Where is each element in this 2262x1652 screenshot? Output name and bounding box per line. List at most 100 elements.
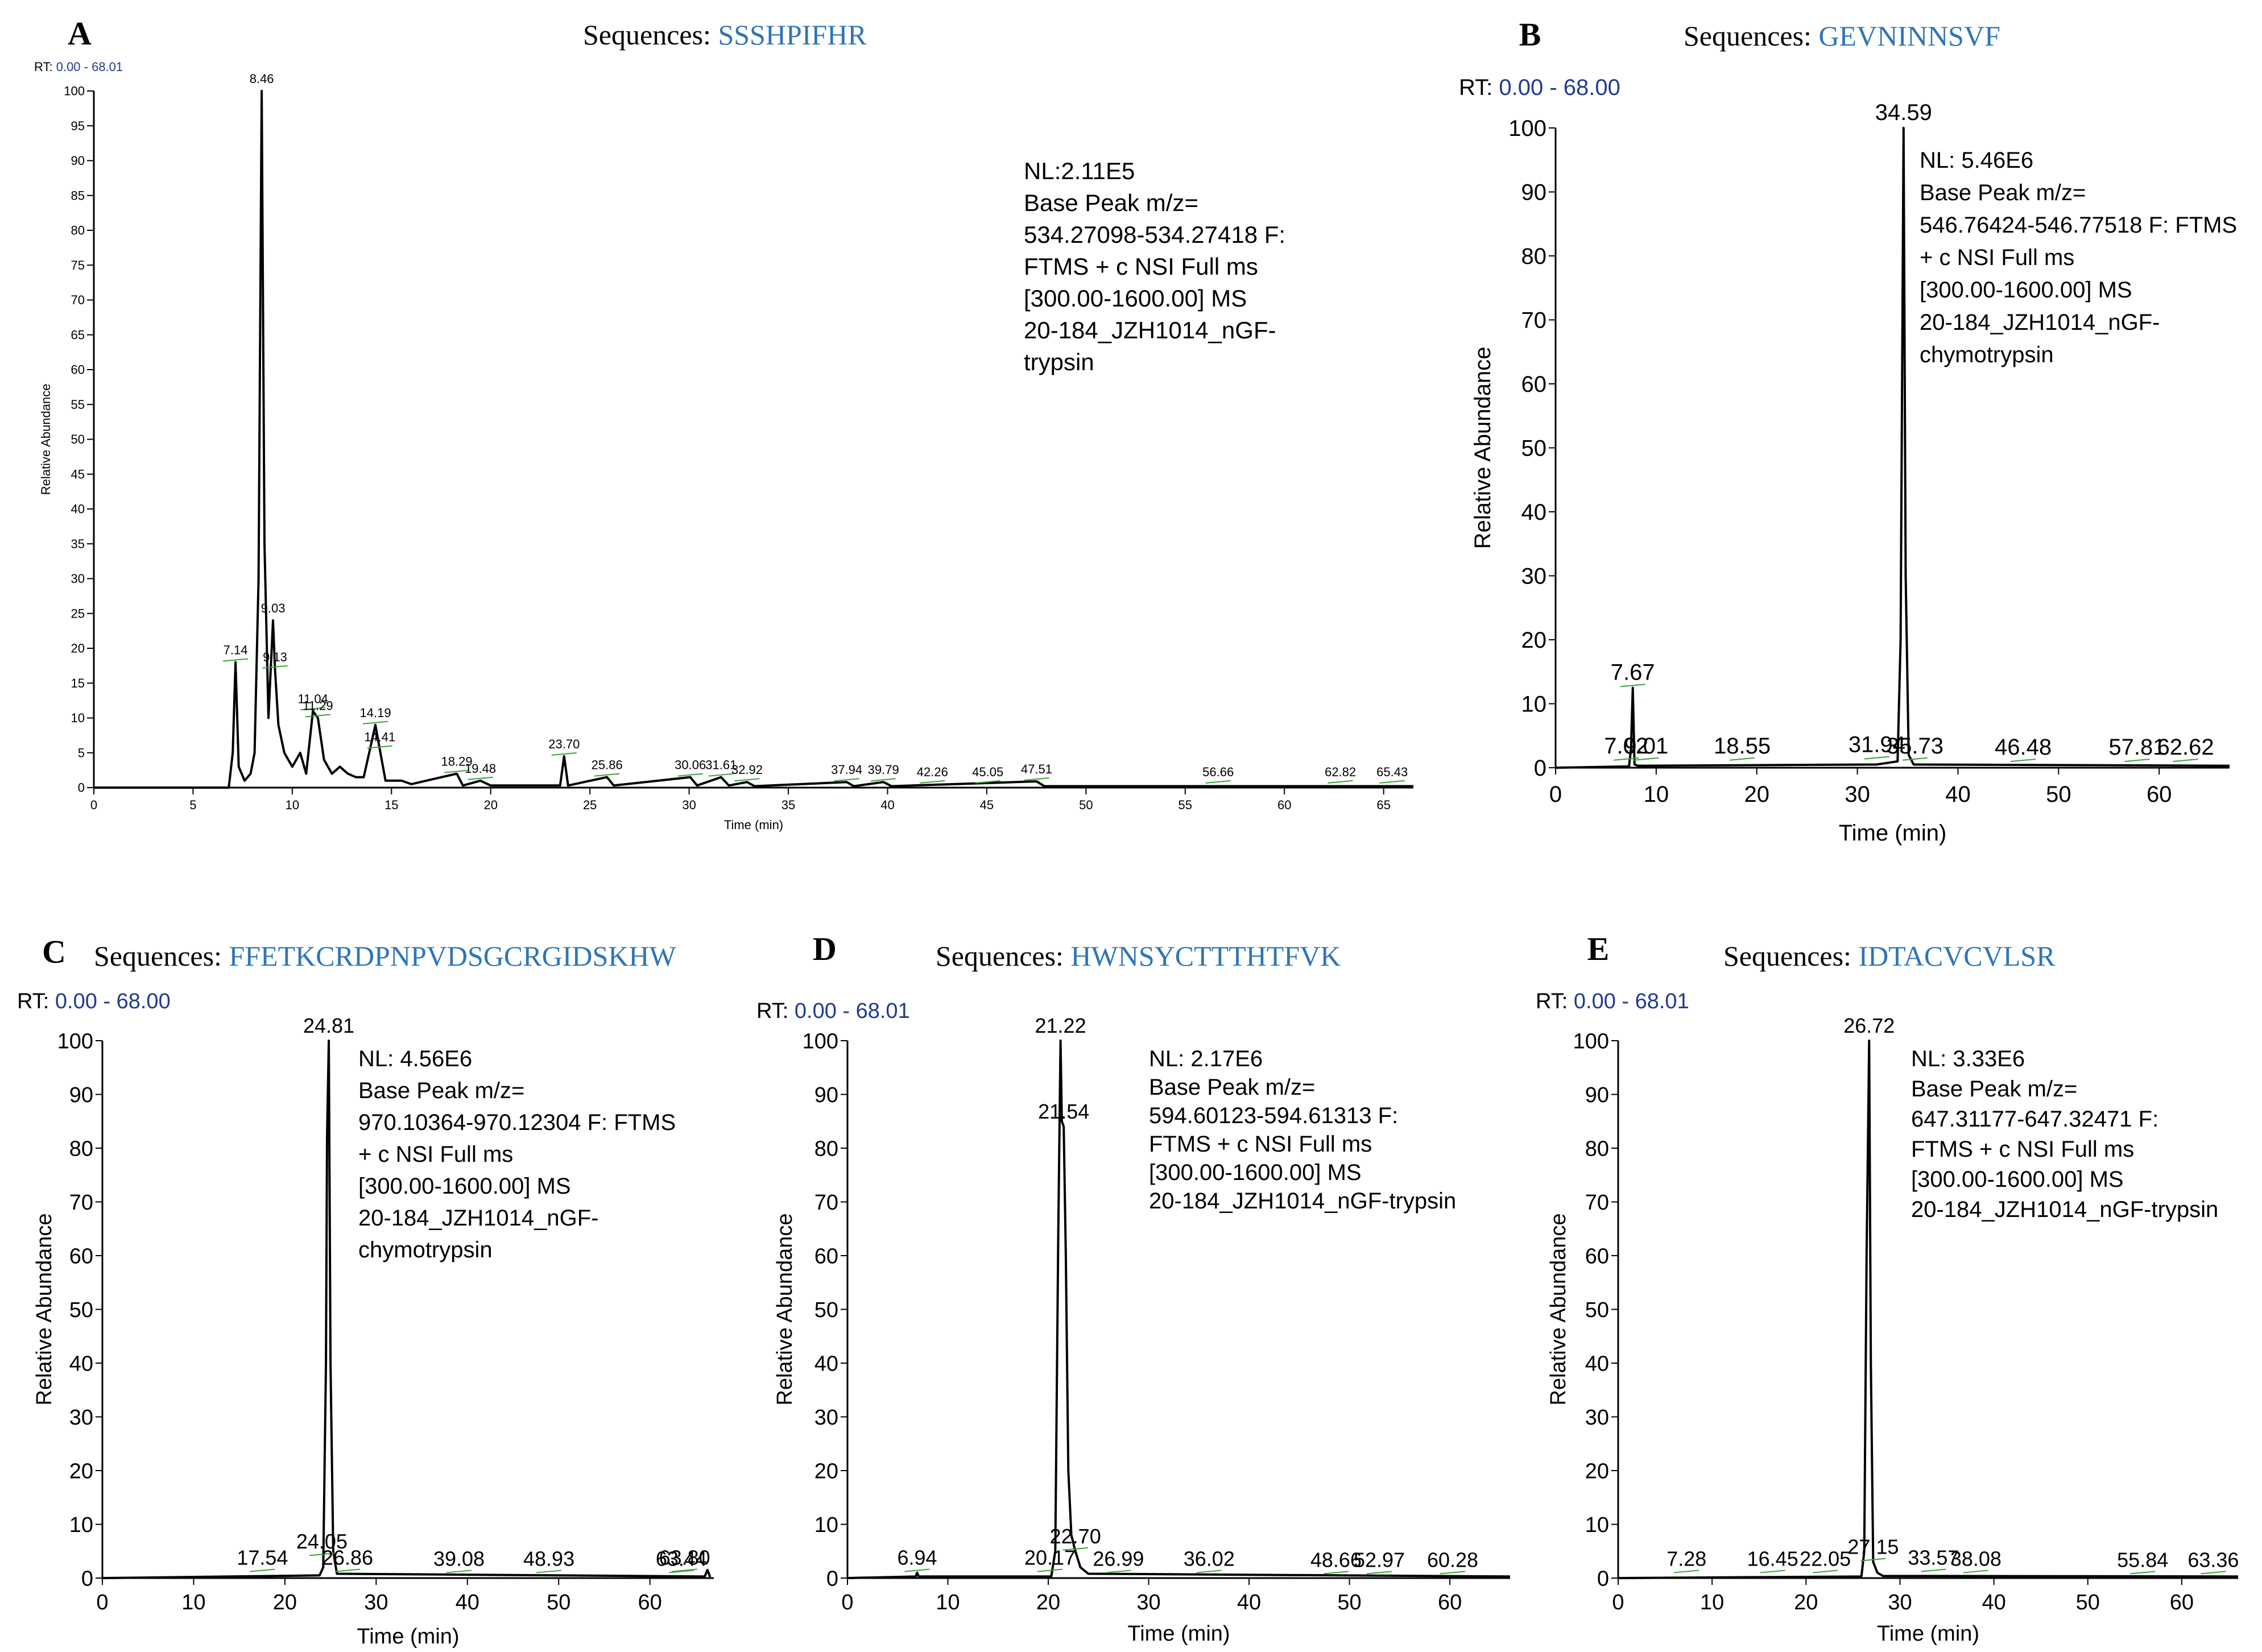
- info-line: chymotrypsin: [358, 1237, 493, 1262]
- peak-label: 38.08: [1950, 1547, 2002, 1570]
- peak-label: 22.70: [1050, 1525, 1101, 1548]
- peak-baseline-mark: [920, 780, 945, 784]
- x-tick-label: 30: [1845, 782, 1870, 807]
- peak-baseline-mark: [1860, 1558, 1886, 1562]
- chromatogram-trace: [1618, 1040, 2239, 1579]
- peak-baseline-mark: [1634, 757, 1659, 761]
- y-tick-label: 10: [71, 711, 85, 725]
- x-tick-label: 20: [484, 798, 498, 812]
- y-tick-label: 60: [1521, 372, 1547, 397]
- peak-label: 14.41: [364, 730, 395, 744]
- y-tick-label: 70: [71, 293, 85, 307]
- info-line: 20-184_JZH1014_nGF-: [1920, 310, 2160, 335]
- peak-label: 31.94: [1849, 732, 1905, 757]
- info-line: 534.27098-534.27418 F:: [1024, 221, 1285, 248]
- y-tick-label: 70: [69, 1191, 93, 1215]
- panel-letter: E: [1587, 930, 1610, 967]
- peak-label: 24.81: [303, 1014, 354, 1037]
- x-tick-label: 10: [286, 798, 299, 812]
- info-line: Base Peak m/z=: [358, 1078, 524, 1103]
- peak-baseline-mark: [1902, 757, 1928, 761]
- x-tick-label: 0: [90, 798, 97, 812]
- peak-baseline-mark: [1062, 1547, 1088, 1551]
- y-tick-label: 30: [814, 1406, 838, 1430]
- peak-label: 16.45: [1747, 1547, 1798, 1570]
- y-tick-label: 10: [1521, 692, 1547, 717]
- rt-value: 0.00 - 68.00: [55, 989, 171, 1013]
- x-tick-label: 10: [1700, 1591, 1724, 1614]
- y-tick-label: 85: [71, 188, 85, 202]
- rt-label: RT:: [756, 999, 795, 1023]
- rt-value: 0.00 - 68.01: [1574, 989, 1689, 1013]
- y-tick-label: 55: [71, 398, 85, 412]
- peak-label: 6.94: [897, 1546, 937, 1570]
- rt-value: 0.00 - 68.01: [795, 999, 910, 1023]
- info-line: NL: 4.56E6: [358, 1046, 472, 1071]
- rt-label: RT:: [34, 60, 56, 74]
- info-line: chymotrypsin: [1920, 342, 2054, 367]
- y-tick-label: 40: [69, 1352, 93, 1376]
- x-tick-label: 65: [1376, 798, 1390, 812]
- x-axis-label: Time (min): [724, 818, 783, 832]
- info-line: trypsin: [1024, 349, 1094, 375]
- peak-baseline-mark: [2124, 759, 2150, 762]
- peak-baseline-mark: [1106, 1570, 1131, 1574]
- peak-baseline-mark: [904, 1568, 930, 1572]
- peak-label: 7.02: [1604, 734, 1648, 759]
- info-line: 20-184_JZH1014_nGF-trypsin: [1911, 1197, 2218, 1222]
- x-tick-label: 45: [980, 798, 994, 812]
- peak-baseline-mark: [250, 1568, 275, 1572]
- y-tick-label: 60: [814, 1244, 838, 1268]
- peak-label: 26.99: [1093, 1547, 1144, 1570]
- info-line: [300.00-1600.00] MS: [1024, 285, 1247, 312]
- x-tick-label: 40: [880, 798, 894, 812]
- peak-label: 52.97: [1354, 1548, 1405, 1571]
- chart-panel-a: A Sequences: SSSHPIFHR RT: 0.00 - 68.01 0 5 1…: [34, 15, 1413, 832]
- peak-label: 47.51: [1021, 762, 1052, 776]
- peak-baseline-mark: [1024, 777, 1049, 781]
- panel-letter: C: [42, 933, 66, 970]
- sequence-title: Sequences: SSSHPIFHR: [583, 19, 867, 51]
- peak-label: 18.29: [441, 755, 473, 769]
- x-tick-label: 50: [2046, 782, 2071, 807]
- y-tick-label: 10: [814, 1513, 838, 1537]
- y-tick-label: 20: [1521, 628, 1547, 653]
- sequence-prefix: Sequences:: [936, 940, 1070, 972]
- peak-baseline-mark: [1813, 1570, 1838, 1574]
- info-line: NL: 2.17E6: [1149, 1046, 1263, 1071]
- peak-label: 26.72: [1843, 1014, 1895, 1037]
- y-tick-label: 90: [1521, 180, 1547, 205]
- info-line: Base Peak m/z=: [1911, 1077, 2077, 1102]
- x-tick-label: 30: [364, 1591, 388, 1614]
- peak-label: 57.81: [2108, 735, 2165, 760]
- x-tick-label: 0: [1549, 782, 1562, 807]
- peak-baseline-mark: [1323, 1571, 1349, 1575]
- x-axis-label: Time (min): [1839, 821, 1947, 846]
- peak-label: 21.22: [1035, 1014, 1086, 1037]
- info-line: [300.00-1600.00] MS: [1920, 278, 2132, 303]
- peak-label: 27.15: [1847, 1535, 1899, 1559]
- info-line: 970.10364-970.12304 F: FTMS: [358, 1110, 676, 1135]
- info-line: FTMS + c NSI Full ms: [1149, 1132, 1372, 1157]
- y-tick-label: 50: [814, 1298, 838, 1322]
- peak-label: 8.46: [250, 72, 274, 86]
- peak-baseline-mark: [1674, 1570, 1699, 1574]
- peak-label: 7.67: [1611, 660, 1655, 685]
- peak-label: 39.79: [868, 763, 899, 777]
- x-tick-label: 50: [1337, 1591, 1361, 1614]
- info-line: 546.76424-546.77518 F: FTMS: [1920, 213, 2237, 238]
- panel-letter: D: [813, 930, 837, 967]
- peak-label: 14.19: [360, 706, 391, 720]
- x-axis-label: Time (min): [357, 1625, 459, 1649]
- peak-label: 11.29: [303, 699, 333, 713]
- rt-value: 0.00 - 68.01: [56, 60, 123, 74]
- y-tick-label: 80: [69, 1137, 93, 1161]
- info-line: Base Peak m/z=: [1149, 1075, 1315, 1100]
- y-tick-label: 10: [1585, 1513, 1609, 1537]
- rt-label: RT:: [1536, 989, 1574, 1013]
- peak-label: 63.80: [659, 1546, 710, 1570]
- y-tick-label: 60: [69, 1244, 93, 1268]
- y-tick-label: 20: [71, 641, 85, 656]
- sequence-title: Sequences: HWNSYCTTTHTFVK: [936, 940, 1341, 972]
- peak-label: 20.17: [1024, 1546, 1076, 1570]
